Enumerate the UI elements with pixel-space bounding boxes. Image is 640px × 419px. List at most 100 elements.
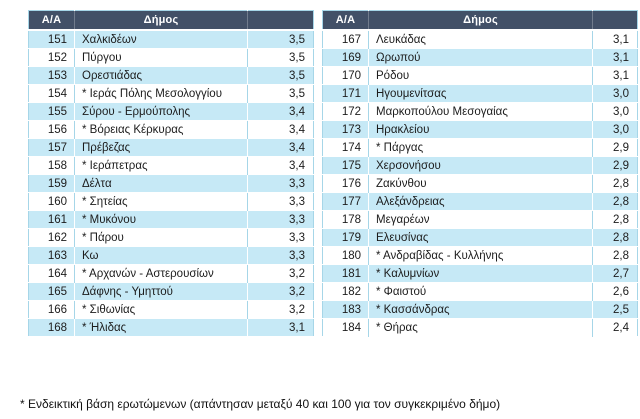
municipality-table-right: Α/Α Δήμος 167 Λευκάδας 3,1 169 Ωρωπού 3,1 170 Ρ… [322, 10, 638, 337]
cell-value: 3,0 [592, 84, 638, 103]
cell-name: Σύρου - Ερμούπολης [74, 102, 248, 121]
cell-value: 2,7 [592, 264, 638, 283]
table-row: 176 Ζακύνθου 2,8 [322, 174, 638, 193]
cell-name: Ηρακλείου [368, 120, 593, 139]
cell-value: 3,5 [247, 66, 314, 85]
table-row: 180 * Ανδραβίδας - Κυλλήνης 2,8 [322, 246, 638, 265]
cell-name: * Ήλιδας [74, 318, 248, 337]
cell-num: 184 [322, 318, 369, 337]
cell-num: 157 [28, 138, 75, 157]
cell-num: 173 [322, 120, 369, 139]
cell-num: 163 [28, 246, 75, 265]
cell-name: Πύργου [74, 48, 248, 67]
cell-value: 3,1 [592, 30, 638, 49]
cell-name: * Πάργας [368, 138, 593, 157]
cell-name: * Φαιστού [368, 282, 593, 301]
cell-name: Ρόδου [368, 66, 593, 85]
cell-num: 158 [28, 156, 75, 175]
table-row: 152 Πύργου 3,5 [28, 48, 314, 67]
table-row: 173 Ηρακλείου 3,0 [322, 120, 638, 139]
cell-value: 3,4 [247, 156, 314, 175]
table-row: 163 Κω 3,3 [28, 246, 314, 265]
cell-value: 2,8 [592, 192, 638, 211]
cell-name: Λευκάδας [368, 30, 593, 49]
cell-value: 3,0 [592, 120, 638, 139]
cell-num: 175 [322, 156, 369, 175]
cell-num: 182 [322, 282, 369, 301]
table-row: 158 * Ιεράπετρας 3,4 [28, 156, 314, 175]
cell-num: 177 [322, 192, 369, 211]
cell-name: Χαλκιδέων [74, 30, 248, 49]
table-row: 167 Λευκάδας 3,1 [322, 30, 638, 49]
table-body: 151 Χαλκιδέων 3,5 152 Πύργου 3,5 153 Ορεστιάδας… [28, 30, 314, 337]
cell-name: Χερσονήσου [368, 156, 593, 175]
cell-value: 2,5 [592, 300, 638, 319]
cell-num: 167 [322, 30, 369, 49]
table-row: 184 * Θήρας 2,4 [322, 318, 638, 337]
cell-name: * Ιεράς Πόλης Μεσολογγίου [74, 84, 248, 103]
cell-value: 3,5 [247, 30, 314, 49]
cell-value: 2,8 [592, 246, 638, 265]
cell-name: Δέλτα [74, 174, 248, 193]
cell-num: 160 [28, 192, 75, 211]
column-header-dimos: Δήμος [74, 10, 248, 30]
cell-name: Πρέβεζας [74, 138, 248, 157]
cell-value: 3,5 [247, 84, 314, 103]
cell-name: Ελευσίνας [368, 228, 593, 247]
table-row: 157 Πρέβεζας 3,4 [28, 138, 314, 157]
table-row: 168 * Ήλιδας 3,1 [28, 318, 314, 337]
cell-name: * Αρχανών - Αστερουσίων [74, 264, 248, 283]
cell-num: 179 [322, 228, 369, 247]
cell-num: 153 [28, 66, 75, 85]
table-row: 178 Μεγαρέων 2,8 [322, 210, 638, 229]
table-row: 181 * Καλυμνίων 2,7 [322, 264, 638, 283]
table-row: 153 Ορεστιάδας 3,5 [28, 66, 314, 85]
column-header-value [592, 10, 638, 30]
cell-value: 2,8 [592, 210, 638, 229]
cell-num: 162 [28, 228, 75, 247]
cell-num: 170 [322, 66, 369, 85]
cell-value: 3,3 [247, 228, 314, 247]
table-row: 170 Ρόδου 3,1 [322, 66, 638, 85]
table-row: 174 * Πάργας 2,9 [322, 138, 638, 157]
table-row: 183 * Κασσάνδρας 2,5 [322, 300, 638, 319]
table-row: 172 Μαρκοπούλου Μεσογαίας 3,0 [322, 102, 638, 121]
cell-name: Δάφνης - Υμηττού [74, 282, 248, 301]
cell-value: 2,8 [592, 174, 638, 193]
table-row: 162 * Πάρου 3,3 [28, 228, 314, 247]
cell-num: 152 [28, 48, 75, 67]
cell-num: 151 [28, 30, 75, 49]
table-row: 165 Δάφνης - Υμηττού 3,2 [28, 282, 314, 301]
cell-value: 3,3 [247, 246, 314, 265]
cell-value: 3,2 [247, 282, 314, 301]
cell-value: 2,4 [592, 318, 638, 337]
cell-name: Ορεστιάδας [74, 66, 248, 85]
cell-name: Μαρκοπούλου Μεσογαίας [368, 102, 593, 121]
cell-value: 3,1 [592, 48, 638, 67]
cell-value: 3,1 [247, 318, 314, 337]
cell-name: * Πάρου [74, 228, 248, 247]
cell-num: 183 [322, 300, 369, 319]
table-row: 166 * Σιθωνίας 3,2 [28, 300, 314, 319]
cell-name: Ωρωπού [368, 48, 593, 67]
table-row: 179 Ελευσίνας 2,8 [322, 228, 638, 247]
cell-value: 2,9 [592, 156, 638, 175]
table-row: 155 Σύρου - Ερμούπολης 3,4 [28, 102, 314, 121]
cell-num: 180 [322, 246, 369, 265]
cell-name: * Βόρειας Κέρκυρας [74, 120, 248, 139]
cell-value: 3,2 [247, 264, 314, 283]
cell-name: * Ανδραβίδας - Κυλλήνης [368, 246, 593, 265]
cell-value: 3,0 [592, 102, 638, 121]
cell-value: 3,5 [247, 48, 314, 67]
column-header-aa: Α/Α [28, 10, 75, 30]
cell-value: 3,1 [592, 66, 638, 85]
cell-value: 3,4 [247, 138, 314, 157]
table-row: 171 Ηγουμενίτσας 3,0 [322, 84, 638, 103]
cell-num: 166 [28, 300, 75, 319]
cell-value: 3,2 [247, 300, 314, 319]
cell-num: 161 [28, 210, 75, 229]
table-row: 154 * Ιεράς Πόλης Μεσολογγίου 3,5 [28, 84, 314, 103]
cell-name: Αλεξάνδρειας [368, 192, 593, 211]
cell-num: 168 [28, 318, 75, 337]
